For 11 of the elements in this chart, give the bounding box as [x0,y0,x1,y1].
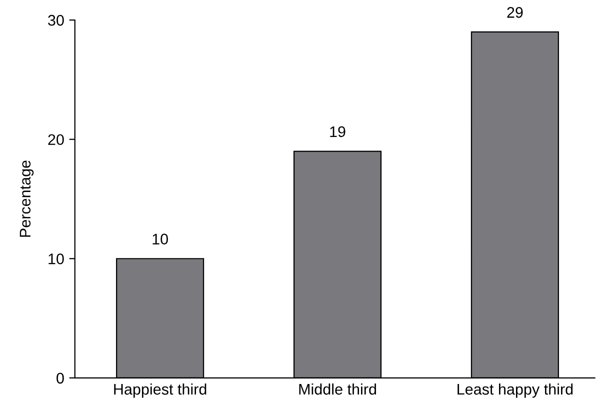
y-tick-label: 30 [48,14,64,26]
y-axis-title: Percentage [20,160,34,237]
x-tick-label: Happiest third [114,383,206,398]
data-label: 10 [152,234,168,244]
y-tick-label: 10 [48,253,64,264]
y-tick-label: 0 [56,372,64,384]
y-tick-label: 20 [48,134,64,146]
x-tick-label: Middle third [299,383,376,395]
data-label: 29 [507,7,523,18]
x-tick-label: Least happy third [458,383,573,398]
data-label: 19 [330,126,346,138]
